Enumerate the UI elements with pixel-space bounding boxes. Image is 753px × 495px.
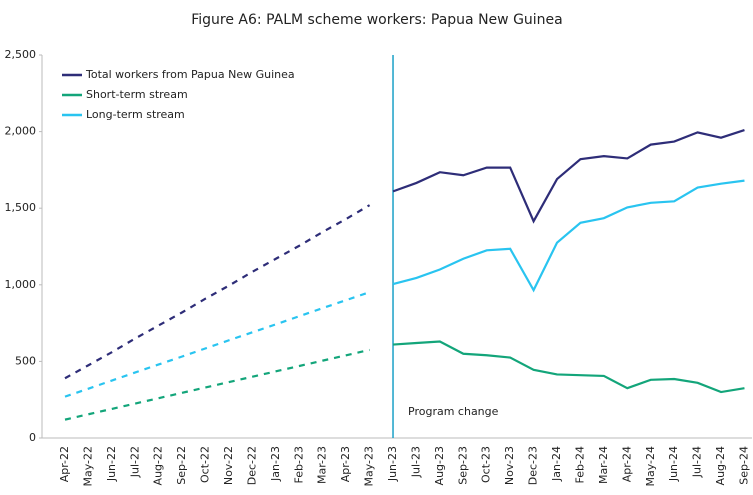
x-tick-label: Sep-23 — [456, 446, 469, 485]
x-tick-label: Apr-24 — [620, 446, 633, 482]
x-tick-label: Jul-22 — [128, 446, 141, 478]
line-projected — [64, 348, 370, 421]
x-tick-label: Aug-24 — [714, 446, 727, 485]
x-tick-label: Nov-23 — [503, 446, 516, 485]
y-tick-label: 0 — [29, 431, 36, 444]
legend-label: Long-term stream — [86, 108, 185, 121]
x-tick-label: Jul-24 — [691, 446, 704, 478]
x-tick-label: Feb-23 — [292, 446, 305, 483]
x-tick-label: Jan-23 — [269, 446, 282, 482]
x-tick-label: Feb-24 — [573, 446, 586, 483]
y-tick-label: 500 — [15, 354, 36, 367]
annotation-text: Program change — [408, 405, 499, 418]
x-tick-label: Aug-22 — [152, 446, 165, 485]
legend-label: Total workers from Papua New Guinea — [85, 68, 295, 81]
x-tick-label: Jul-23 — [409, 446, 422, 478]
y-tick-label: 1,500 — [5, 201, 37, 214]
x-tick-label: May-22 — [81, 446, 94, 487]
chart-title: Figure A6: PALM scheme workers: Papua Ne… — [191, 12, 563, 28]
line-projected — [64, 204, 371, 380]
line — [392, 179, 745, 293]
line — [392, 340, 745, 394]
legend-label: Short-term stream — [86, 88, 188, 101]
x-tick-label: Oct-23 — [480, 446, 493, 483]
x-tick-label: Jun-24 — [667, 446, 680, 482]
x-tick-label: Jun-22 — [105, 446, 118, 482]
x-tick-label: Apr-22 — [58, 446, 71, 482]
x-tick-label: Oct-22 — [199, 446, 212, 483]
x-tick-label: May-23 — [363, 446, 376, 487]
line-projected — [64, 291, 370, 398]
x-tick-label: Nov-22 — [222, 446, 235, 485]
x-tick-label: Dec-23 — [527, 446, 540, 485]
x-tick-label: Dec-22 — [245, 446, 258, 485]
y-tick-label: 2,000 — [5, 125, 37, 138]
x-tick-label: Aug-23 — [433, 446, 446, 485]
x-tick-label: Mar-23 — [316, 446, 329, 484]
line — [392, 129, 745, 224]
y-tick-label: 2,500 — [5, 48, 37, 61]
x-tick-label: May-24 — [644, 446, 657, 487]
x-tick-label: Sep-22 — [175, 446, 188, 485]
x-tick-label: Jan-24 — [550, 446, 563, 482]
y-tick-label: 1,000 — [5, 278, 37, 291]
x-tick-label: Jun-23 — [386, 446, 399, 482]
x-tick-label: Sep-24 — [737, 446, 750, 485]
x-tick-label: Mar-24 — [597, 446, 610, 484]
x-tick-label: Apr-23 — [339, 446, 352, 482]
